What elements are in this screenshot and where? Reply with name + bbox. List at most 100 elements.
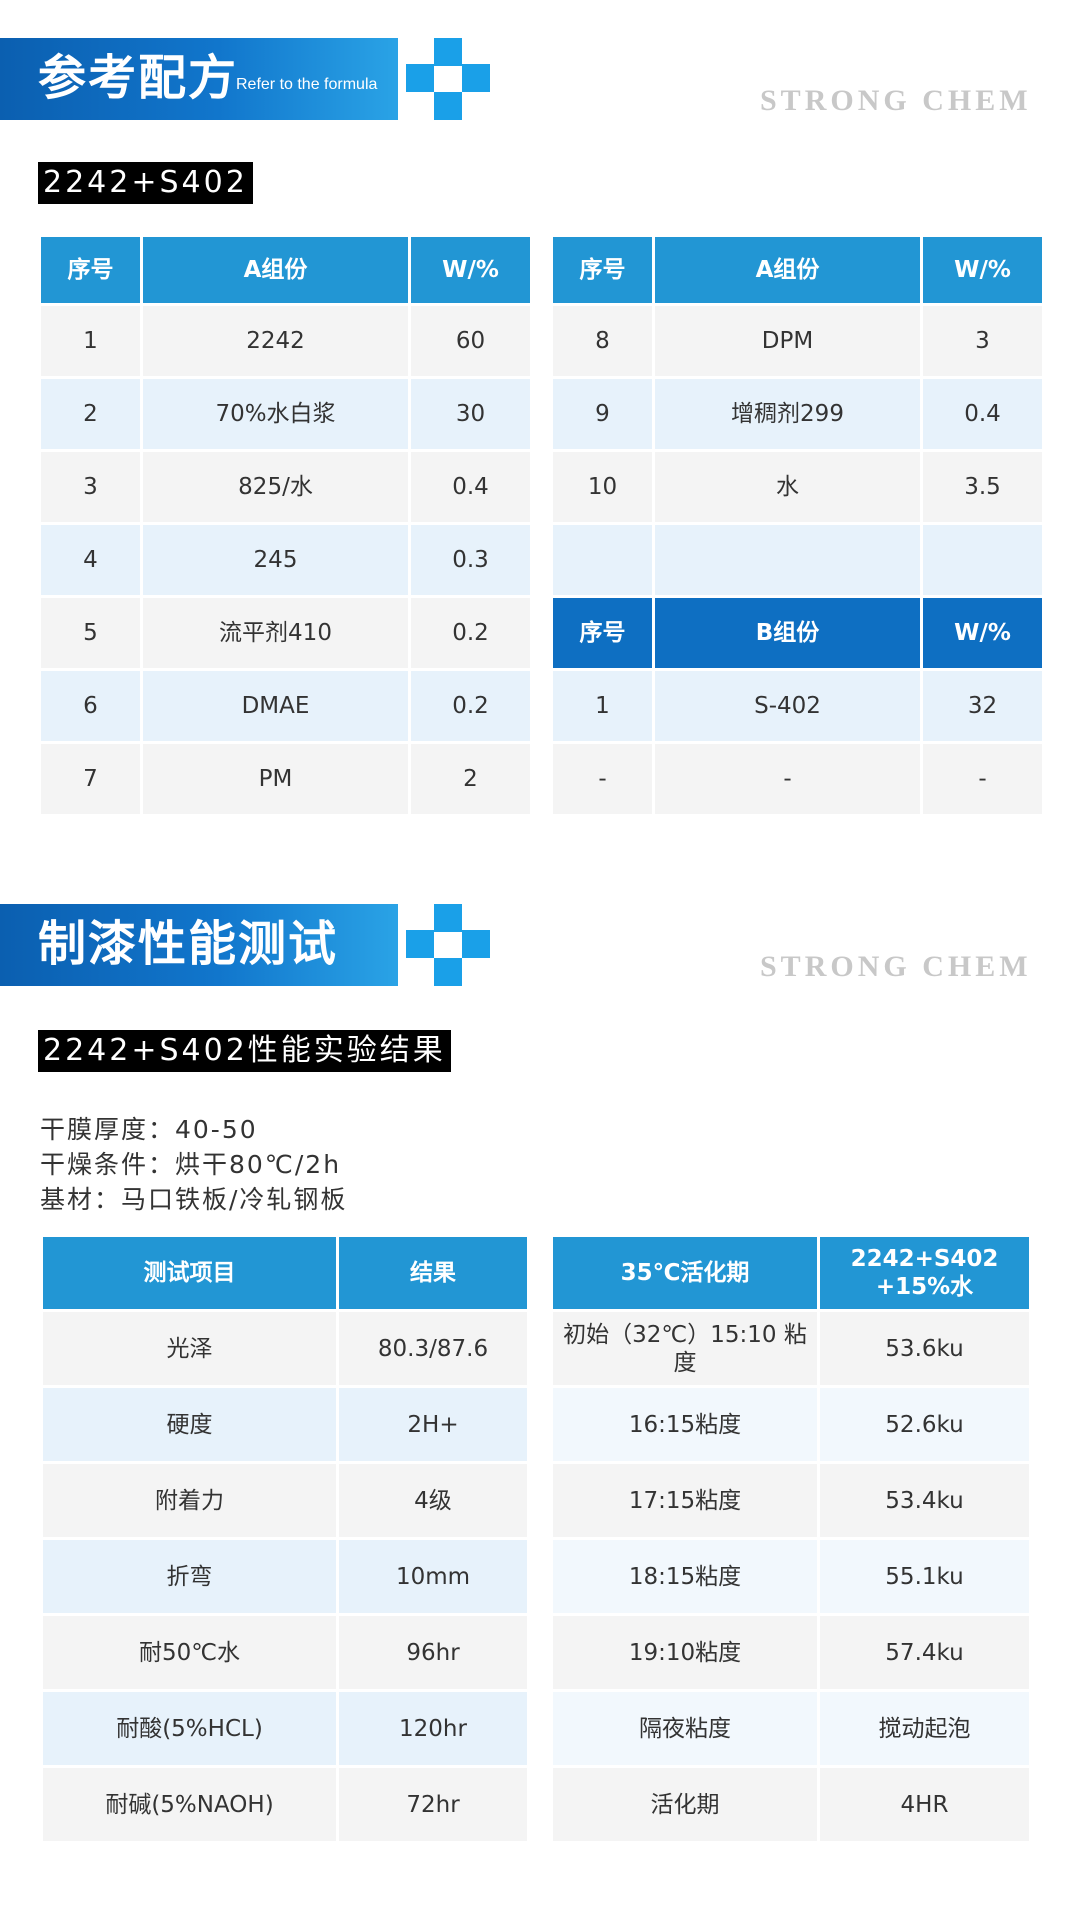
banner-square-decoration <box>462 930 490 958</box>
table-cell: 光泽 <box>43 1312 336 1385</box>
table-row: 10 水 3.5 <box>553 452 1042 522</box>
table-cell: 0.2 <box>411 598 530 668</box>
table-cell: 0.4 <box>411 452 530 522</box>
formula-table-a-left: 序号 A组份 W/% 1 2242 60 2 70%水白浆 30 3 825/水… <box>38 234 533 817</box>
table-cell: 18:15粘度 <box>553 1540 817 1613</box>
table-row: 4 245 0.3 <box>41 525 530 595</box>
header-cell: W/% <box>923 598 1042 668</box>
table-cell: 活化期 <box>553 1768 817 1841</box>
table-cell: 附着力 <box>43 1464 336 1537</box>
banner-square-decoration <box>434 958 462 986</box>
table-cell: 3.5 <box>923 452 1042 522</box>
brand-watermark: STRONG CHEM <box>760 84 1032 117</box>
section2-title: 制漆性能测试 <box>38 916 339 972</box>
table-row: 耐碱(5%NAOH) 72hr <box>43 1768 527 1841</box>
table-cell: 4 <box>41 525 140 595</box>
table-row: 耐50℃水 96hr <box>43 1616 527 1689</box>
table-row: 19:10粘度 57.4ku <box>553 1616 1029 1689</box>
banner-square-decoration <box>462 64 490 92</box>
table-cell: 32 <box>923 671 1042 741</box>
table-row: 1 2242 60 <box>41 306 530 376</box>
table-cell: 53.4ku <box>820 1464 1029 1537</box>
table-row: 3 825/水 0.4 <box>41 452 530 522</box>
param-drying-condition: 干燥条件：烘干80℃/2h <box>40 1150 342 1179</box>
table-row: 附着力 4级 <box>43 1464 527 1537</box>
table-cell: 245 <box>143 525 408 595</box>
banner-square-decoration <box>406 64 434 92</box>
table-row: 7 PM 2 <box>41 744 530 814</box>
formula-table-a-right: 序号 A组份 W/% 8 DPM 3 9 增稠剂299 0.4 10 水 3.5… <box>550 234 1045 817</box>
table-cell: 耐酸(5%HCL) <box>43 1692 336 1765</box>
table-header-row: 序号 A组份 W/% <box>41 237 530 303</box>
table-cell: 120hr <box>339 1692 527 1765</box>
table-row: 8 DPM 3 <box>553 306 1042 376</box>
table-cell: 52.6ku <box>820 1388 1029 1461</box>
param-film-thickness: 干膜厚度：40-50 <box>40 1115 258 1144</box>
table-cell: 2 <box>41 379 140 449</box>
header-cell: 2242+S402 +15%水 <box>820 1237 1029 1309</box>
table-cell <box>553 525 652 595</box>
header-cell: A组份 <box>655 237 920 303</box>
table-cell <box>655 525 920 595</box>
table-cell: 825/水 <box>143 452 408 522</box>
banner-square-decoration <box>434 92 462 120</box>
header-cell: 序号 <box>553 237 652 303</box>
table-cell: S-402 <box>655 671 920 741</box>
table-cell: 96hr <box>339 1616 527 1689</box>
performance-test-table: 测试项目 结果 光泽 80.3/87.6 硬度 2H+ 附着力 4级 折弯 10… <box>40 1234 530 1844</box>
table-cell: 搅动起泡 <box>820 1692 1029 1765</box>
table-cell: 3 <box>41 452 140 522</box>
table-cell: 55.1ku <box>820 1540 1029 1613</box>
header-cell: A组份 <box>143 237 408 303</box>
table-row: 光泽 80.3/87.6 <box>43 1312 527 1385</box>
header-cell: 35℃活化期 <box>553 1237 817 1309</box>
table-cell: - <box>923 744 1042 814</box>
header-cell: 序号 <box>553 598 652 668</box>
table-cell: 2H+ <box>339 1388 527 1461</box>
table-cell: 70%水白浆 <box>143 379 408 449</box>
formula-tag: 2242+S402 <box>38 162 253 204</box>
table-cell: 9 <box>553 379 652 449</box>
table-cell: 4级 <box>339 1464 527 1537</box>
param-substrate: 基材：马口铁板/冷轧钢板 <box>40 1185 348 1214</box>
table-cell: 2242 <box>143 306 408 376</box>
table-cell: 30 <box>411 379 530 449</box>
table-cell: 隔夜粘度 <box>553 1692 817 1765</box>
table-row: 硬度 2H+ <box>43 1388 527 1461</box>
table-cell: 3 <box>923 306 1042 376</box>
table-cell: 1 <box>553 671 652 741</box>
table-row: 折弯 10mm <box>43 1540 527 1613</box>
table-header-row: 35℃活化期 2242+S402 +15%水 <box>553 1237 1029 1309</box>
table-cell: 7 <box>41 744 140 814</box>
header-cell: 序号 <box>41 237 140 303</box>
table-cell: 6 <box>41 671 140 741</box>
table-header-row-b: 序号 B组份 W/% <box>553 598 1042 668</box>
header-cell: W/% <box>411 237 530 303</box>
table-cell: 硬度 <box>43 1388 336 1461</box>
table-cell: 初始（32℃）15:10 粘度 <box>553 1312 817 1385</box>
table-row: 初始（32℃）15:10 粘度 53.6ku <box>553 1312 1029 1385</box>
table-row: 隔夜粘度 搅动起泡 <box>553 1692 1029 1765</box>
header-cell: W/% <box>923 237 1042 303</box>
table-row: 1 S-402 32 <box>553 671 1042 741</box>
table-cell: DPM <box>655 306 920 376</box>
table-cell: DMAE <box>143 671 408 741</box>
table-header-row: 序号 A组份 W/% <box>553 237 1042 303</box>
table-cell: 10mm <box>339 1540 527 1613</box>
table-cell: 水 <box>655 452 920 522</box>
table-cell: 10 <box>553 452 652 522</box>
table-row: 活化期 4HR <box>553 1768 1029 1841</box>
table-cell: PM <box>143 744 408 814</box>
table-cell: - <box>655 744 920 814</box>
header-cell: B组份 <box>655 598 920 668</box>
section1-title: 参考配方 <box>38 50 239 106</box>
table-header-row: 测试项目 结果 <box>43 1237 527 1309</box>
table-cell: 0.2 <box>411 671 530 741</box>
table-row: 6 DMAE 0.2 <box>41 671 530 741</box>
brand-watermark: STRONG CHEM <box>760 950 1032 983</box>
table-cell: 53.6ku <box>820 1312 1029 1385</box>
table-cell: 60 <box>411 306 530 376</box>
table-cell: 耐碱(5%NAOH) <box>43 1768 336 1841</box>
header-cell: 结果 <box>339 1237 527 1309</box>
table-cell: 5 <box>41 598 140 668</box>
